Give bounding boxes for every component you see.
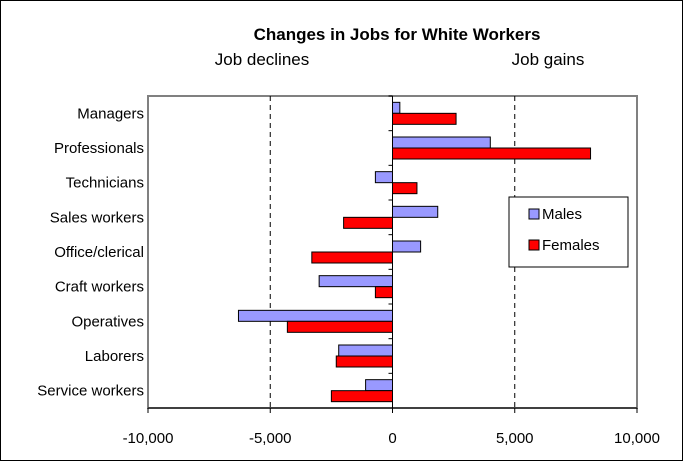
bar-males-technicians (374, 171, 394, 184)
bar-females-professionals (392, 147, 592, 160)
category-label: Laborers (85, 348, 144, 365)
bar-females-craft-workers (374, 286, 394, 299)
legend-label-males: Males (542, 206, 582, 223)
bar-males-operatives (237, 309, 393, 322)
bar-females-office-clerical (311, 251, 393, 264)
bar-males-office-clerical (392, 240, 422, 253)
subtitle-job-gains: Job gains (512, 50, 585, 69)
bar-males-service-workers (365, 379, 394, 392)
bar-males-craft-workers (318, 275, 393, 288)
bar-females-managers (392, 112, 457, 125)
category-label: Service workers (37, 383, 144, 400)
bar-males-professionals (392, 136, 491, 149)
x-tick-label: -10,000 (123, 430, 174, 447)
x-tick-label: 0 (388, 430, 396, 447)
bar-males-sales-workers (392, 205, 439, 218)
bar-females-laborers (335, 355, 394, 368)
bar-females-sales-workers (343, 216, 394, 229)
legend-swatch-males (528, 208, 540, 220)
x-tick-label: 5,000 (496, 430, 534, 447)
category-label: Craft workers (55, 279, 144, 296)
bar-females-technicians (392, 182, 418, 195)
chart-title: Changes in Jobs for White Workers (254, 25, 541, 44)
x-tick-label: -5,000 (249, 430, 292, 447)
category-label: Technicians (66, 175, 144, 192)
x-tick-label: 10,000 (614, 430, 660, 447)
bar-males-laborers (338, 344, 393, 357)
legend-label-females: Females (542, 237, 600, 254)
bar-females-service-workers (330, 390, 393, 403)
plot-area: Managers Professionals Technicians Sales wo… (37, 95, 660, 447)
category-label: Managers (77, 105, 144, 122)
legend-swatch-females (528, 239, 540, 251)
category-label: Professionals (54, 140, 144, 157)
category-label: Operatives (71, 313, 144, 330)
category-label: Sales workers (50, 209, 144, 226)
bar-females-operatives (286, 320, 393, 333)
subtitle-job-declines: Job declines (215, 50, 310, 69)
bar-males-managers (392, 101, 401, 114)
category-label: Office/clerical (54, 244, 144, 261)
legend: Males Females (508, 196, 629, 268)
